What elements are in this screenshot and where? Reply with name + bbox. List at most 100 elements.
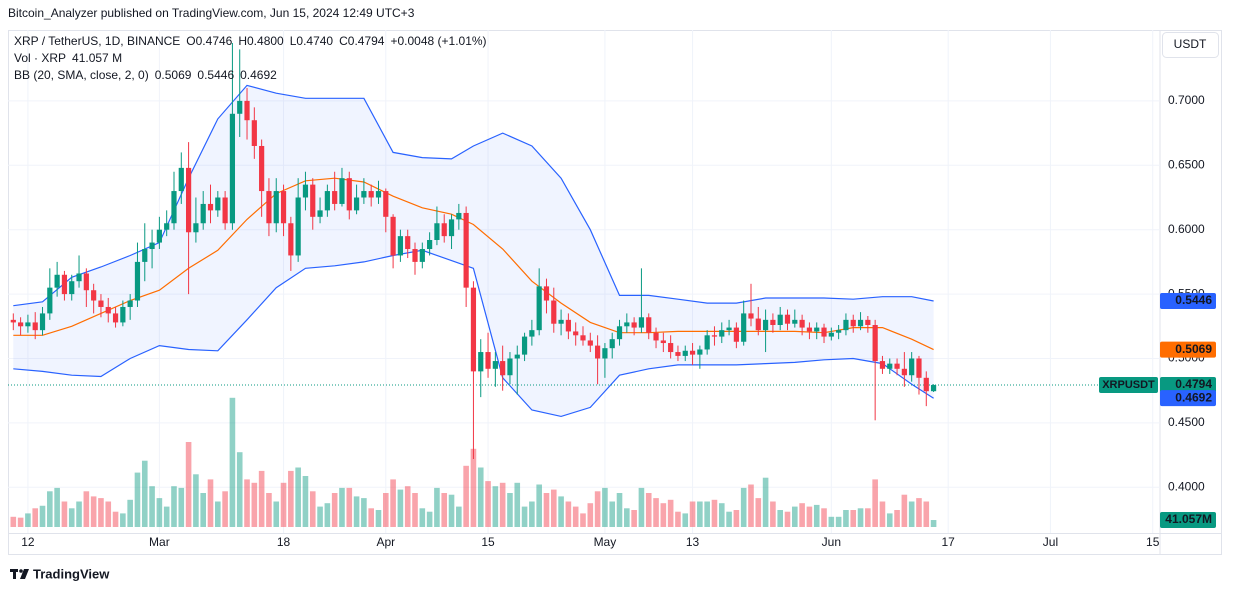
candle-body: [200, 203, 206, 224]
volume-bar: [149, 486, 155, 527]
candle-body: [565, 319, 571, 332]
volume-bar: [697, 501, 703, 527]
volume-bar: [127, 499, 133, 527]
y-tick-label: 0.6000: [1168, 222, 1205, 236]
candle-body: [828, 332, 834, 337]
candle-body: [288, 223, 294, 256]
volume-bar: [339, 487, 345, 527]
legend: XRP / TetherUS, 1D, BINANCE O0.4746 H0.480…: [14, 34, 487, 82]
volume-bar: [704, 501, 710, 527]
candle-body: [909, 358, 915, 376]
x-tick-label: 15: [481, 535, 495, 549]
volume-bar: [346, 487, 353, 527]
volume-bar: [288, 470, 294, 527]
volume-bar: [368, 508, 374, 527]
volume-bar: [916, 498, 922, 527]
candle-body: [675, 352, 681, 356]
volume-bar: [784, 511, 791, 527]
candle-body: [280, 191, 287, 224]
x-tick-label: Jun: [822, 535, 841, 549]
volume-bar: [777, 510, 784, 527]
volume-bar: [602, 487, 608, 527]
candle-body: [894, 363, 900, 369]
volume-bar: [718, 503, 725, 527]
candle-body: [237, 100, 243, 114]
volume-bar: [112, 511, 119, 527]
volume-bar: [426, 511, 433, 527]
volume-bar: [908, 501, 915, 527]
x-tick-label: May: [594, 535, 617, 549]
volume-bar: [163, 506, 170, 527]
volume-bar: [594, 491, 601, 527]
legend-item: C0.4794: [339, 34, 385, 48]
candle-body: [857, 319, 864, 327]
candle-body: [872, 325, 878, 362]
candle-body: [624, 322, 630, 327]
candle-body: [434, 223, 440, 240]
volume-bar: [843, 510, 849, 527]
candle-body: [339, 178, 345, 204]
volume-bar: [434, 487, 440, 527]
candle-body: [887, 363, 893, 369]
volume-bar: [207, 479, 214, 527]
candle-body: [310, 184, 316, 217]
x-tick-label: Mar: [149, 535, 170, 549]
volume-bar: [485, 481, 491, 527]
brand-logo: [10, 569, 29, 579]
volume-bar: [792, 506, 798, 527]
volume-bar: [229, 397, 236, 527]
candle-body: [536, 286, 542, 331]
candle-body: [390, 216, 396, 256]
candle-body: [54, 274, 60, 288]
volume-bar: [865, 508, 871, 527]
bb-lower: [13, 249, 934, 418]
candle-body: [69, 281, 75, 295]
volume-bar: [375, 510, 382, 527]
legend-item: 0.5446: [197, 68, 234, 82]
legend-item: 0.4692: [240, 68, 277, 82]
volume-bar: [309, 491, 316, 527]
candle-body: [98, 300, 104, 307]
candle-body: [266, 191, 272, 224]
volume-bar: [514, 482, 521, 527]
candle-body: [25, 322, 31, 327]
volume-bar: [17, 517, 24, 527]
volume-bar: [76, 501, 82, 527]
bb-upper: [13, 84, 934, 307]
candle-body: [514, 354, 520, 359]
candle-body: [682, 350, 688, 356]
candle-body: [704, 335, 710, 350]
candle-body: [427, 239, 433, 250]
volume-bar: [536, 484, 542, 527]
legend-item: L0.4740: [290, 34, 334, 48]
candle-body: [631, 322, 637, 328]
volume-bar: [105, 501, 112, 527]
legend-item: BB (20, SMA, close, 2, 0): [14, 68, 149, 82]
candle-body: [251, 120, 257, 146]
candle-body: [930, 385, 937, 392]
currency-button[interactable]: [1162, 32, 1219, 58]
volume-bar: [244, 479, 250, 527]
volume-bar: [302, 476, 309, 527]
candle-body: [441, 223, 447, 237]
candle-body: [660, 340, 666, 344]
candle-body: [573, 331, 579, 336]
volume-bar: [120, 513, 126, 527]
candle-body: [500, 361, 506, 376]
candle-body: [616, 326, 623, 340]
candle-body: [485, 352, 491, 369]
logo-part: [13, 569, 16, 579]
currency-label[interactable]: USDT: [1174, 37, 1207, 51]
candle-body: [375, 191, 382, 198]
candle-body: [164, 223, 170, 230]
volume-bar: [762, 477, 769, 527]
price-tag-box: [1160, 293, 1216, 310]
candle-body: [207, 203, 214, 211]
candle-body: [229, 113, 236, 224]
volume-bar: [901, 494, 908, 527]
volume-bar: [39, 505, 46, 527]
volume-bar: [185, 442, 192, 527]
candle-body: [799, 319, 805, 328]
volume-bar: [251, 482, 258, 527]
